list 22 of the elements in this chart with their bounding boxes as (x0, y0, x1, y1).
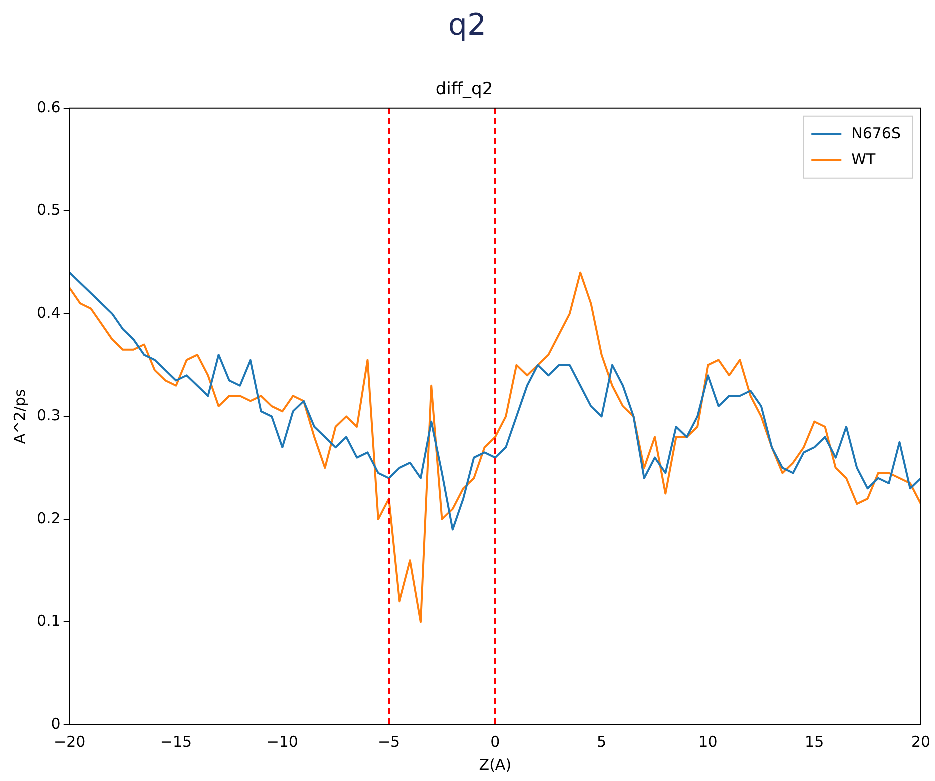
x-tick-label: 15 (805, 732, 824, 751)
y-tick-label: 0.4 (36, 304, 61, 322)
y-tick-label: 0 (51, 714, 61, 733)
x-tick-label: −20 (54, 732, 86, 751)
x-tick-label: 20 (911, 732, 931, 751)
x-axis-title: Z(A) (479, 756, 512, 774)
y-tick-label: 0.5 (36, 201, 61, 220)
x-tick-label: 10 (698, 732, 718, 751)
y-tick-label: 0.3 (36, 406, 61, 425)
legend-label: N676S (852, 124, 901, 142)
x-tick-label: −5 (378, 732, 400, 751)
x-tick-label: 0 (490, 732, 500, 751)
y-axis-title: A^2/ps (10, 389, 29, 444)
x-tick-label: −15 (160, 732, 192, 751)
y-tick-label: 0.2 (36, 509, 61, 528)
y-tick-label: 0.6 (36, 98, 61, 116)
legend-label: WT (852, 150, 876, 168)
x-tick-label: −10 (266, 732, 298, 751)
y-tick-label: 0.1 (36, 612, 61, 630)
x-tick-label: 5 (597, 732, 607, 751)
chart-subtitle: diff_q2 (436, 80, 494, 100)
chart-title: q2 (447, 8, 488, 43)
